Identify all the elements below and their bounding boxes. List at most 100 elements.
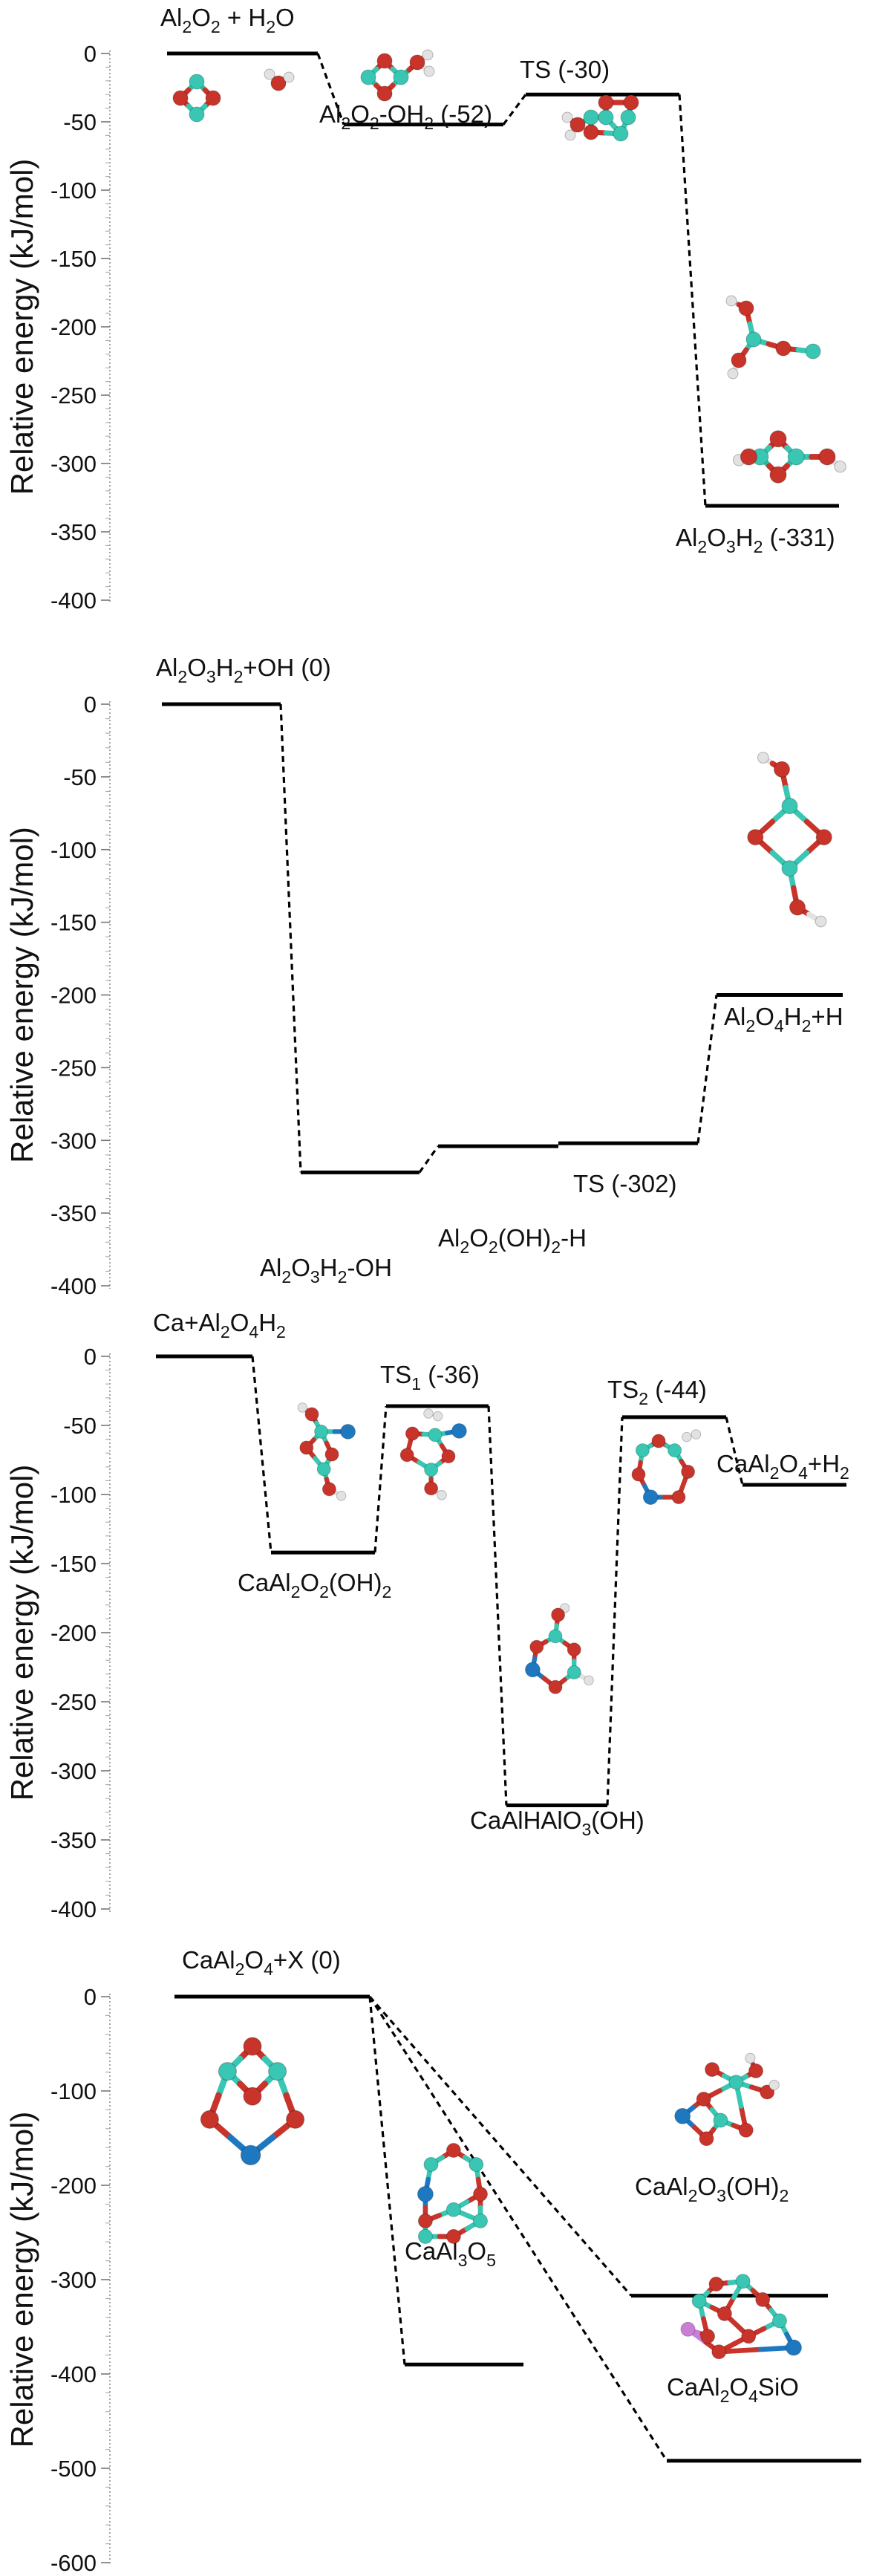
oxygen-atom: [711, 2344, 727, 2360]
label-al2o2-oh2: Al2​O2​-OH2​ (-52): [319, 100, 492, 133]
aluminium-atom: [735, 2274, 751, 2289]
y-tick-label: -250: [50, 383, 97, 409]
y-tick-label: -300: [50, 2267, 97, 2293]
aluminium-atom: [268, 2062, 287, 2081]
aluminium-atom: [598, 109, 614, 126]
hydrogen-atom: [584, 1675, 594, 1685]
oxygen-atom: [446, 2228, 461, 2244]
y-axis-title: Relative energy (kJ/mol): [4, 2112, 39, 2448]
panel-1-y-axis: 0 -50 -100 -150 -200 -250 -300 -350 -400 Relative…: [4, 41, 111, 614]
hydrogen-atom: [691, 1429, 702, 1440]
y-tick-label: -350: [50, 1827, 97, 1853]
label-al2o2oh2-h: Al2​O2​(OH)2​-H: [438, 1224, 587, 1257]
molecule-h2o: [264, 68, 295, 91]
hydrogen-atom: [264, 68, 275, 80]
oxygen-atom: [322, 1482, 336, 1497]
y-tick-label: -200: [50, 1620, 97, 1646]
oxygen-atom: [473, 2186, 488, 2202]
oxygen-atom: [172, 90, 189, 106]
oxygen-atom: [769, 430, 787, 448]
label-ts: TS (-30): [520, 56, 610, 83]
molecule-caal2o4: [200, 2037, 305, 2166]
label-al2o4h2-h: Al2​O4​H2​+H: [724, 1003, 843, 1035]
oxygen-atom: [446, 2143, 461, 2158]
y-tick-label: -150: [50, 246, 97, 272]
y-tick-label: -200: [50, 2173, 97, 2199]
aluminium-atom: [314, 1424, 329, 1439]
oxygen-atom: [738, 2122, 754, 2138]
oxygen-atom: [304, 1407, 319, 1422]
oxygen-atom: [717, 2306, 732, 2321]
y-tick-label: -400: [50, 1896, 97, 1922]
y-tick-label: 0: [84, 1344, 97, 1370]
hydrogen-atom: [564, 129, 576, 141]
oxygen-atom: [376, 85, 393, 102]
aluminium-atom: [781, 860, 798, 877]
y-tick-label: -100: [50, 2078, 97, 2104]
oxygen-atom: [583, 124, 599, 140]
aluminium-atom: [745, 331, 762, 348]
label-ca-al2o4h2: Ca+Al2​O4​H2​: [153, 1309, 286, 1341]
molecule-al2o2-oh2: [360, 49, 435, 102]
molecule-ts: [561, 94, 639, 142]
label-caal2o2oh2: CaAl2​O2​(OH)2​: [238, 1569, 391, 1601]
aluminium-atom: [781, 798, 798, 815]
oxygen-atom: [548, 1679, 563, 1694]
y-tick-label: -200: [50, 983, 97, 1009]
oxygen-atom: [700, 2329, 716, 2344]
connector: [487, 1405, 508, 1806]
calcium-atom: [674, 2107, 691, 2124]
connector: [606, 1417, 624, 1806]
aluminium-atom: [393, 69, 409, 85]
oxygen-atom: [760, 2084, 775, 2100]
calcium-atom: [786, 2339, 802, 2356]
y-tick-label: -150: [50, 1551, 97, 1577]
y-tick-label: -50: [63, 1413, 97, 1439]
label-ts1: TS1​ (-36): [380, 1361, 480, 1393]
hydrogen-atom: [437, 1490, 447, 1500]
calcium-atom: [525, 1662, 541, 1678]
aluminium-atom: [423, 2157, 439, 2172]
aluminium-atom: [473, 2214, 488, 2228]
panel-4-y-axis: 0 -100 -200 -300 -400 -500 -600 Relative energy…: [4, 1984, 111, 2576]
oxygen-atom: [731, 352, 747, 368]
calcium-atom: [642, 1489, 659, 1505]
y-tick-label: 0: [84, 1984, 97, 2010]
oxygen-atom: [598, 94, 614, 111]
oxygen-atom: [775, 340, 792, 357]
oxygen-atom: [409, 54, 425, 71]
y-tick-label: -50: [63, 109, 97, 135]
hydrogen-atom: [423, 65, 435, 77]
molecule-ts2: [631, 1429, 702, 1505]
y-tick-label: -350: [50, 1200, 97, 1226]
oxygen-atom: [399, 1448, 414, 1463]
y-tick-label: -600: [50, 2550, 97, 2576]
y-axis-title: Relative energy (kJ/mol): [4, 159, 39, 495]
label-caal2o4sio: CaAl2​O4​SiO: [667, 2373, 799, 2406]
label-caal2o3oh2: CaAl2​O3​(OH)2​: [635, 2173, 789, 2205]
aluminium-atom: [446, 2202, 461, 2217]
label-al2o3h2-oh: Al2​O3​H2​-OH: [260, 1254, 392, 1287]
aluminium-atom: [635, 1443, 650, 1458]
oxygen-atom: [405, 1426, 420, 1441]
oxygen-atom: [623, 94, 639, 111]
oxygen-atom: [773, 761, 791, 778]
hydrogen-atom: [815, 915, 827, 928]
y-tick-label: -150: [50, 910, 97, 936]
hydrogen-atom: [834, 460, 846, 473]
molecule-caal2o3oh2: [674, 2052, 780, 2147]
connector: [696, 995, 718, 1144]
calcium-atom: [240, 2144, 261, 2166]
y-tick-label: -350: [50, 519, 97, 545]
label-caal3o5: CaAl3​O5​: [405, 2237, 496, 2270]
oxygen-atom: [789, 899, 806, 916]
oxygen-atom: [205, 90, 221, 106]
aluminium-atom: [218, 2062, 237, 2081]
connector: [279, 703, 302, 1173]
aluminium-atom: [691, 2293, 707, 2309]
oxygen-atom: [551, 1607, 566, 1622]
label-caal2o4-h2: CaAl2​O4​+H2​: [717, 1450, 849, 1483]
oxygen-atom: [681, 1464, 696, 1479]
label-ts2: TS2​ (-44): [607, 1376, 707, 1408]
